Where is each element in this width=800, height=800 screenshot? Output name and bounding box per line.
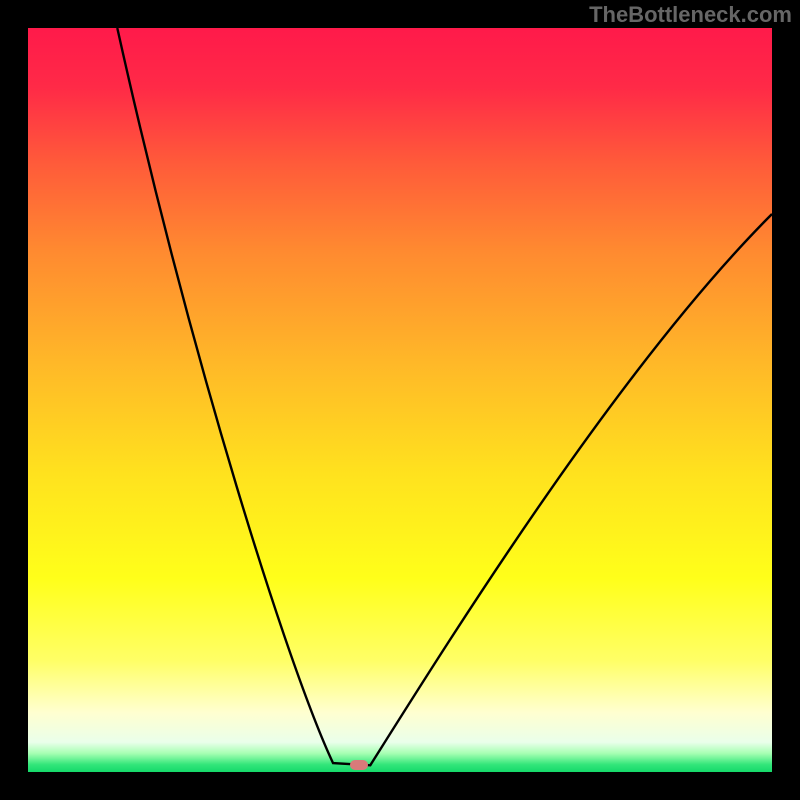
bottleneck-curve (28, 28, 772, 772)
watermark-text: TheBottleneck.com (589, 2, 792, 28)
plot-area (28, 28, 772, 772)
optimal-point-marker (350, 760, 368, 770)
chart-container: TheBottleneck.com (0, 0, 800, 800)
